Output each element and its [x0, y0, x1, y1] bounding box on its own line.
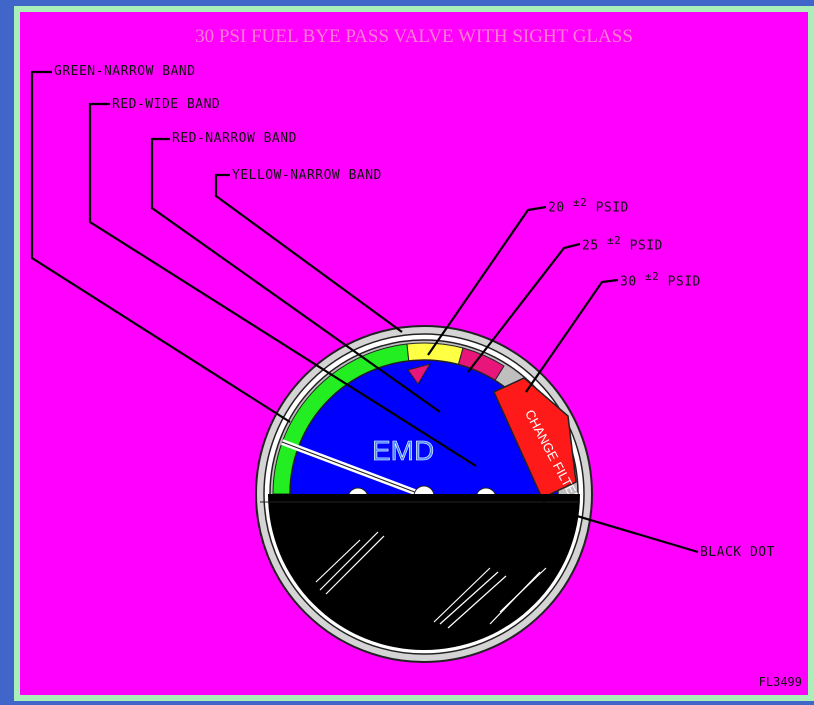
diagram-title: 30 PSI FUEL BYE PASS VALVE WITH SIGHT GL… — [195, 26, 633, 47]
gauge-diagram: CHANGE FILTER EMD — [30, 70, 699, 663]
psid-20-unit: PSID — [595, 200, 629, 216]
outer-frame: 30 PSI FUEL BYE PASS VALVE WITH SIGHT GL… — [14, 6, 814, 701]
psid-30-unit: PSID — [667, 274, 701, 290]
diagram-canvas: 30 PSI FUEL BYE PASS VALVE WITH SIGHT GL… — [20, 12, 808, 695]
psid-20-tolerance: ±2 — [572, 196, 588, 209]
leader-lines — [30, 70, 699, 554]
label-yellow-narrow-band: YELLOW-NARROW BAND — [232, 168, 382, 183]
psid-30-tolerance: ±2 — [644, 270, 660, 283]
label-20-psid: 20 ±2 PSID — [548, 196, 629, 215]
pointer-triangle — [407, 363, 432, 385]
psid-30-value: 30 — [620, 274, 637, 290]
label-30-psid: 30 ±2 PSID — [620, 270, 701, 289]
psid-25-tolerance: ±2 — [606, 234, 622, 247]
label-red-narrow-band: RED-NARROW BAND — [172, 131, 297, 146]
label-black-dot: BLACK DOT — [700, 545, 775, 560]
psid-25-value: 25 — [582, 238, 599, 254]
face-logo-text: EMD — [372, 435, 434, 466]
figure-id: FL3499 — [758, 675, 802, 689]
label-red-wide-band: RED-WIDE BAND — [112, 97, 221, 112]
change-filter-flag — [493, 377, 577, 500]
glass-reflection — [315, 531, 547, 629]
label-25-psid: 25 ±2 PSID — [582, 234, 663, 253]
label-green-narrow-band: GREEN-NARROW BAND — [54, 64, 196, 79]
psid-20-value: 20 — [548, 200, 565, 216]
psid-25-unit: PSID — [629, 238, 663, 254]
black-dot-marker — [540, 502, 548, 510]
